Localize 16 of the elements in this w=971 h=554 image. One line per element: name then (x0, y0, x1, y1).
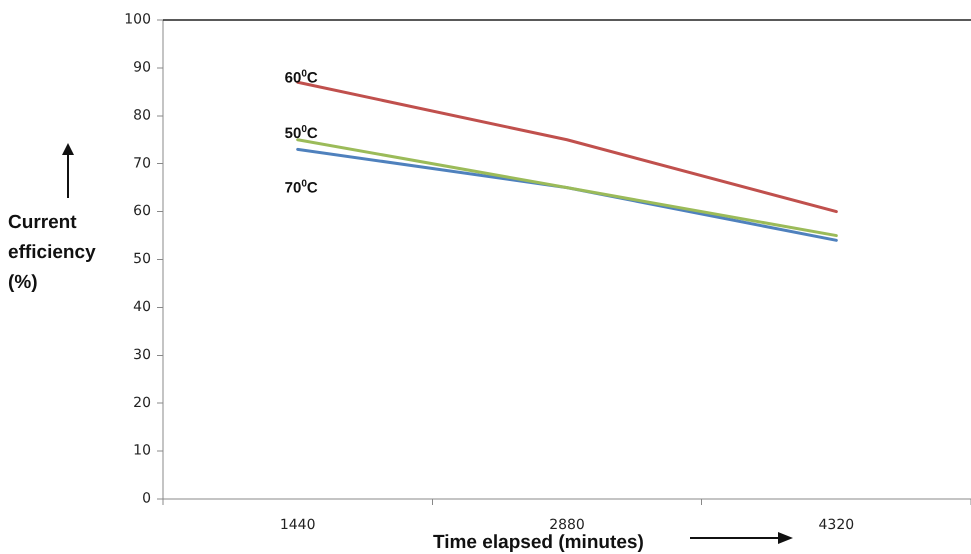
y-tick-label: 40 (133, 299, 151, 316)
y-tick-label: 20 (133, 394, 151, 411)
y-tick-label: 60 (133, 203, 151, 220)
y-tick-label: 90 (133, 60, 151, 76)
x-tick-label: 4320 (818, 517, 854, 534)
y-tick-label: 70 (133, 155, 151, 172)
y-tick-label: 10 (133, 442, 151, 459)
y-axis-title: Current efficiency (%) (8, 211, 96, 295)
x-tick-label: 1440 (280, 517, 316, 534)
y-tick-label: 100 (124, 12, 151, 28)
y-tick-label: 80 (133, 107, 151, 124)
x-axis-title: Time elapsed (minutes) (433, 532, 644, 554)
x-tick-label: 2880 (549, 517, 585, 534)
y-tick-label: 50 (133, 251, 151, 268)
y-tick-label: 0 (142, 490, 151, 507)
y-tick-label: 30 (133, 346, 151, 363)
